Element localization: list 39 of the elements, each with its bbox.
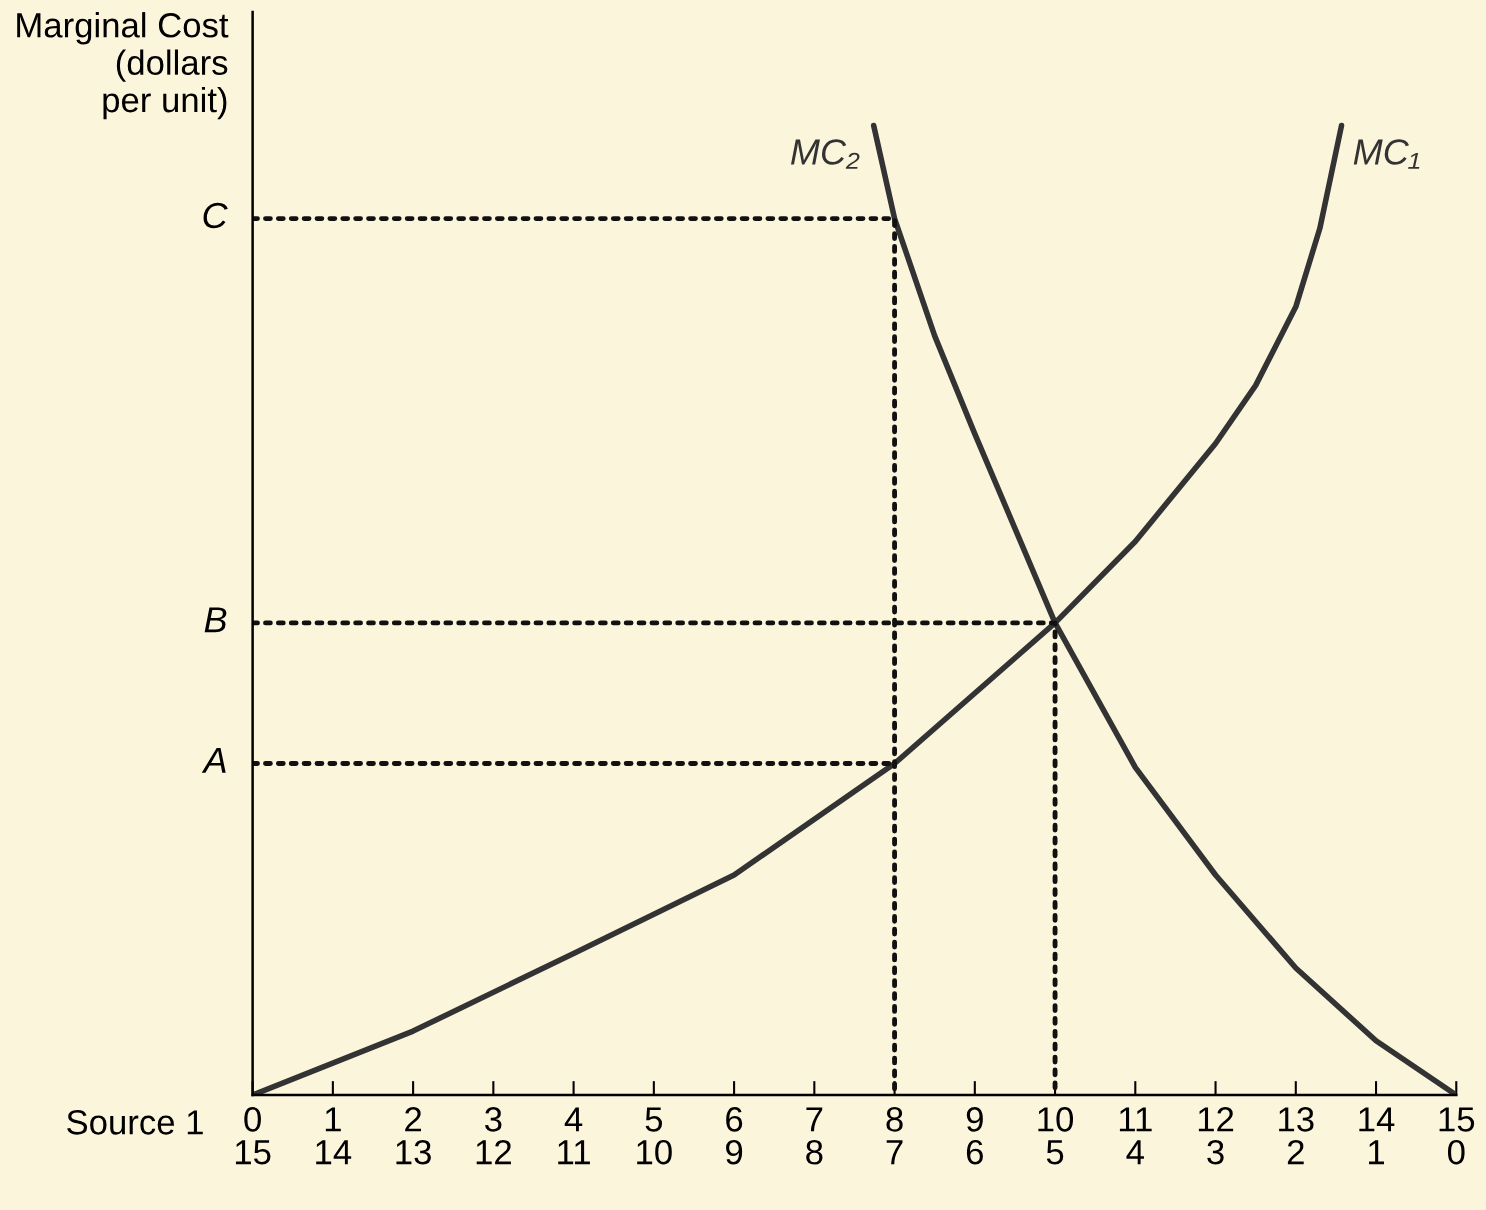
x-tick-label: 6 <box>726 1107 743 1132</box>
x-tick-label: 7 <box>806 1107 823 1132</box>
x2-tick-label: 15 <box>235 1140 271 1165</box>
x-tick-label: 14 <box>1359 1107 1395 1132</box>
x2-tick-label: 10 <box>637 1139 672 1165</box>
x-tick-label: 0 <box>244 1107 261 1132</box>
x-tick-label: 11 <box>1119 1107 1152 1132</box>
text: B <box>204 607 227 633</box>
x-tick-label: 10 <box>1038 1107 1074 1132</box>
x2-tick-label: 8 <box>806 1139 823 1165</box>
x2-tick-label: 4 <box>1126 1140 1144 1165</box>
y-axis-title: Marginal Cost (dollars per unit) <box>17 12 229 120</box>
x-tick-label: 2 <box>405 1107 422 1132</box>
x2-tick-label: 11 <box>558 1140 590 1165</box>
x-tick-label: 13 <box>1279 1107 1314 1132</box>
x-tick-label: 15 <box>1439 1107 1475 1132</box>
x2-tick-label: 6 <box>966 1139 983 1165</box>
text: A <box>201 747 226 773</box>
series-label: MC₁ <box>1353 139 1420 169</box>
x2-tick-label: 12 <box>476 1139 511 1165</box>
x2-tick-label: 3 <box>1207 1139 1224 1165</box>
x-tick-label: 1 <box>325 1107 341 1132</box>
x-tick-label: 12 <box>1198 1107 1234 1132</box>
x-axis-title: Source 1 <box>67 1110 203 1135</box>
series-label: MC₂ <box>791 139 860 169</box>
x-tick-label: 3 <box>485 1107 502 1132</box>
x2-tick-label: 1 <box>1369 1140 1384 1165</box>
x-tick-label: 5 <box>645 1107 663 1132</box>
x2-tick-label: 13 <box>396 1139 431 1165</box>
x2-tick-label: 7 <box>886 1140 903 1165</box>
x-tick-label: 8 <box>886 1107 903 1132</box>
x2-tick-label: 5 <box>1046 1140 1064 1165</box>
x2-tick-label: 9 <box>726 1139 743 1165</box>
x2-tick-label: 2 <box>1287 1139 1304 1165</box>
x2-tick-label: 14 <box>316 1140 352 1165</box>
text: C <box>203 202 228 229</box>
x2-tick-label: 0 <box>1447 1139 1465 1165</box>
x-tick-label: 4 <box>564 1107 583 1132</box>
x-tick-label: 9 <box>966 1107 983 1132</box>
